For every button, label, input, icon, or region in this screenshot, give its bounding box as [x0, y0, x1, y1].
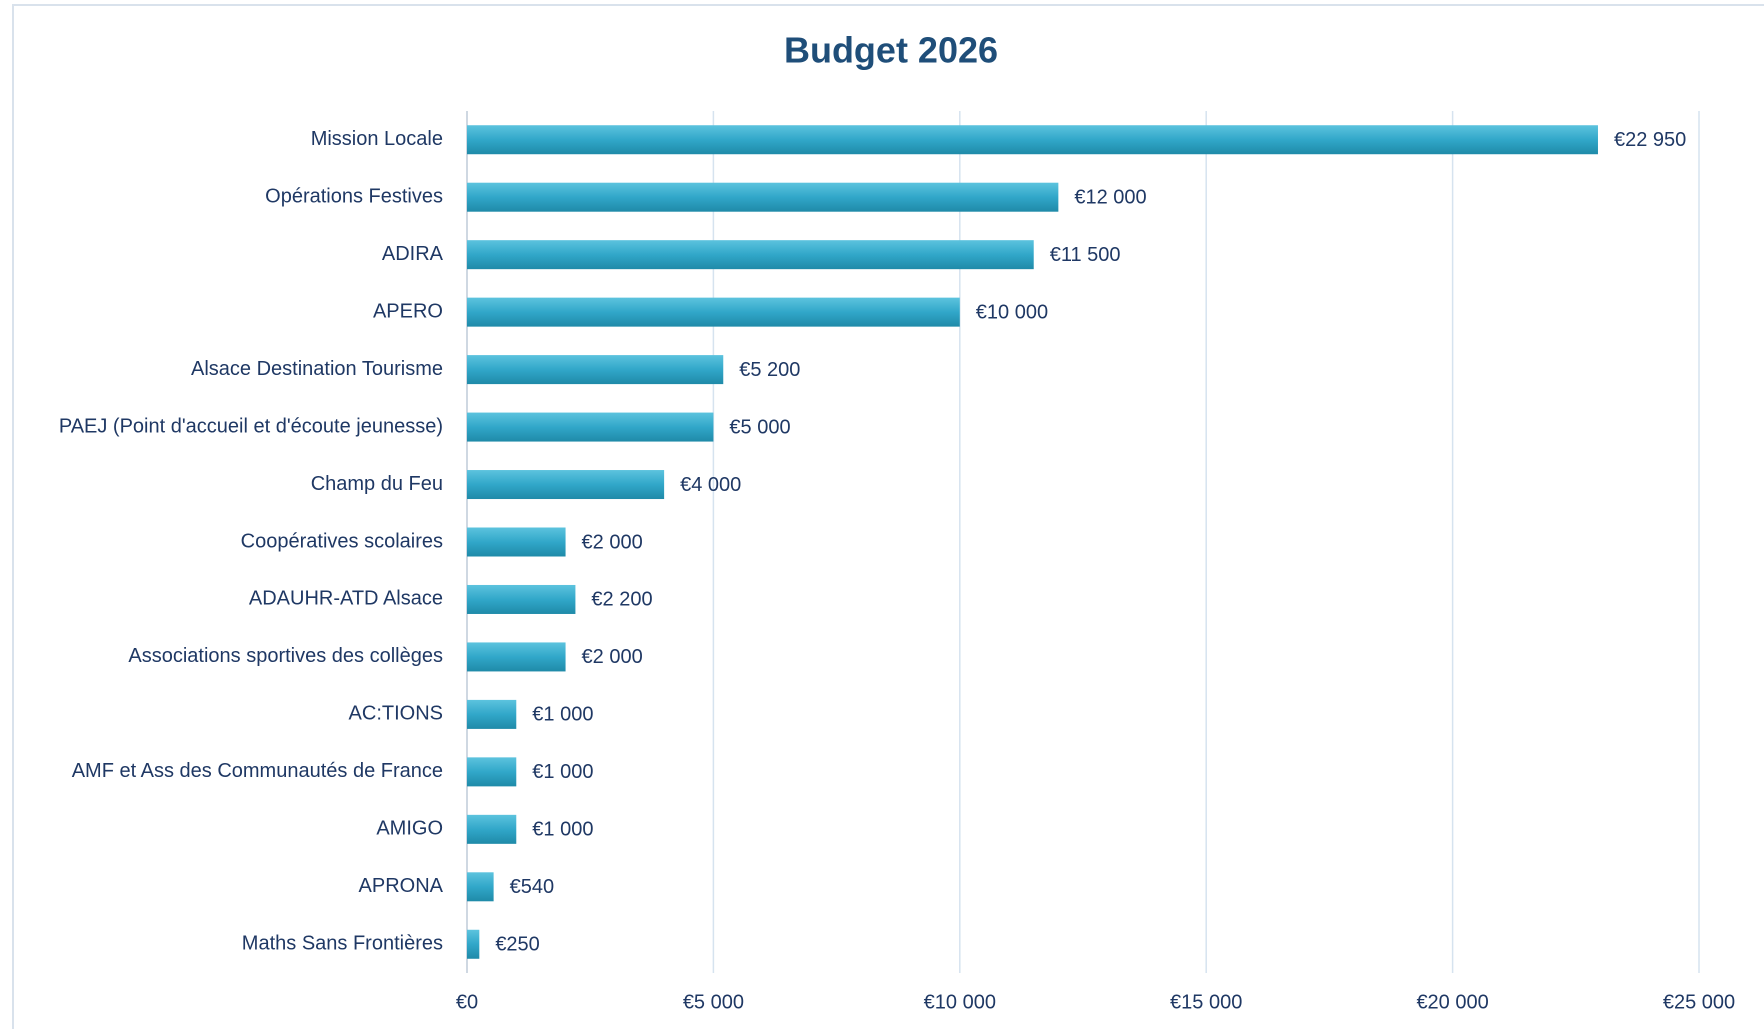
y-tick-label: PAEJ (Point d'accueil et d'écoute jeunes… — [59, 415, 443, 437]
bar — [467, 757, 517, 787]
value-label: €11 500 — [1050, 244, 1121, 266]
y-tick-label: AMIGO — [376, 818, 443, 840]
x-tick-label: €20 000 — [1416, 991, 1488, 1013]
value-label: €10 000 — [976, 301, 1048, 323]
value-label: €22 950 — [1614, 129, 1686, 151]
value-label: €2 200 — [591, 589, 652, 611]
value-label: €5 200 — [739, 359, 800, 381]
value-label: €4 000 — [680, 474, 741, 496]
y-tick-label: ADIRA — [382, 243, 444, 265]
bar — [467, 642, 566, 672]
value-label: €540 — [510, 876, 555, 898]
bar — [467, 929, 480, 959]
bar — [467, 584, 576, 614]
bar — [467, 470, 665, 500]
y-tick-label: Opérations Festives — [265, 185, 443, 207]
bar — [467, 412, 714, 442]
bar — [467, 699, 517, 729]
value-label: €1 000 — [532, 761, 593, 783]
y-tick-label: ADAUHR-ATD Alsace — [249, 588, 443, 610]
bar — [467, 872, 494, 902]
y-tick-label: Coopératives scolaires — [241, 530, 443, 552]
value-label: €1 000 — [532, 704, 593, 726]
chart-title: Budget 2026 — [784, 30, 998, 71]
bar — [467, 297, 960, 327]
y-tick-label: Champ du Feu — [311, 473, 443, 495]
x-tick-label: €25 000 — [1663, 991, 1735, 1013]
bar — [467, 240, 1034, 270]
y-tick-label: AC:TIONS — [349, 703, 443, 725]
value-label: €2 000 — [582, 646, 643, 668]
x-tick-label: €0 — [456, 991, 478, 1013]
y-tick-label: APRONA — [359, 875, 444, 897]
chart-frame — [12, 4, 1764, 1034]
bar — [467, 182, 1059, 212]
y-tick-label: Maths Sans Frontières — [242, 933, 443, 955]
y-tick-label: APERO — [373, 300, 443, 322]
value-label: €12 000 — [1074, 186, 1146, 208]
value-label: €2 000 — [582, 531, 643, 553]
bar — [467, 814, 517, 844]
bar — [467, 527, 566, 557]
y-tick-label: Alsace Destination Tourisme — [191, 358, 443, 380]
x-tick-label: €10 000 — [924, 991, 996, 1013]
bar — [467, 355, 724, 385]
value-label: €250 — [495, 934, 540, 956]
y-tick-label: Mission Locale — [311, 128, 443, 150]
x-tick-label: €15 000 — [1170, 991, 1242, 1013]
y-tick-label: Associations sportives des collèges — [128, 645, 443, 667]
y-tick-label: AMF et Ass des Communautés de France — [72, 760, 443, 782]
value-label: €1 000 — [532, 819, 593, 841]
value-label: €5 000 — [729, 416, 790, 438]
bar — [467, 125, 1598, 155]
x-tick-label: €5 000 — [683, 991, 744, 1013]
